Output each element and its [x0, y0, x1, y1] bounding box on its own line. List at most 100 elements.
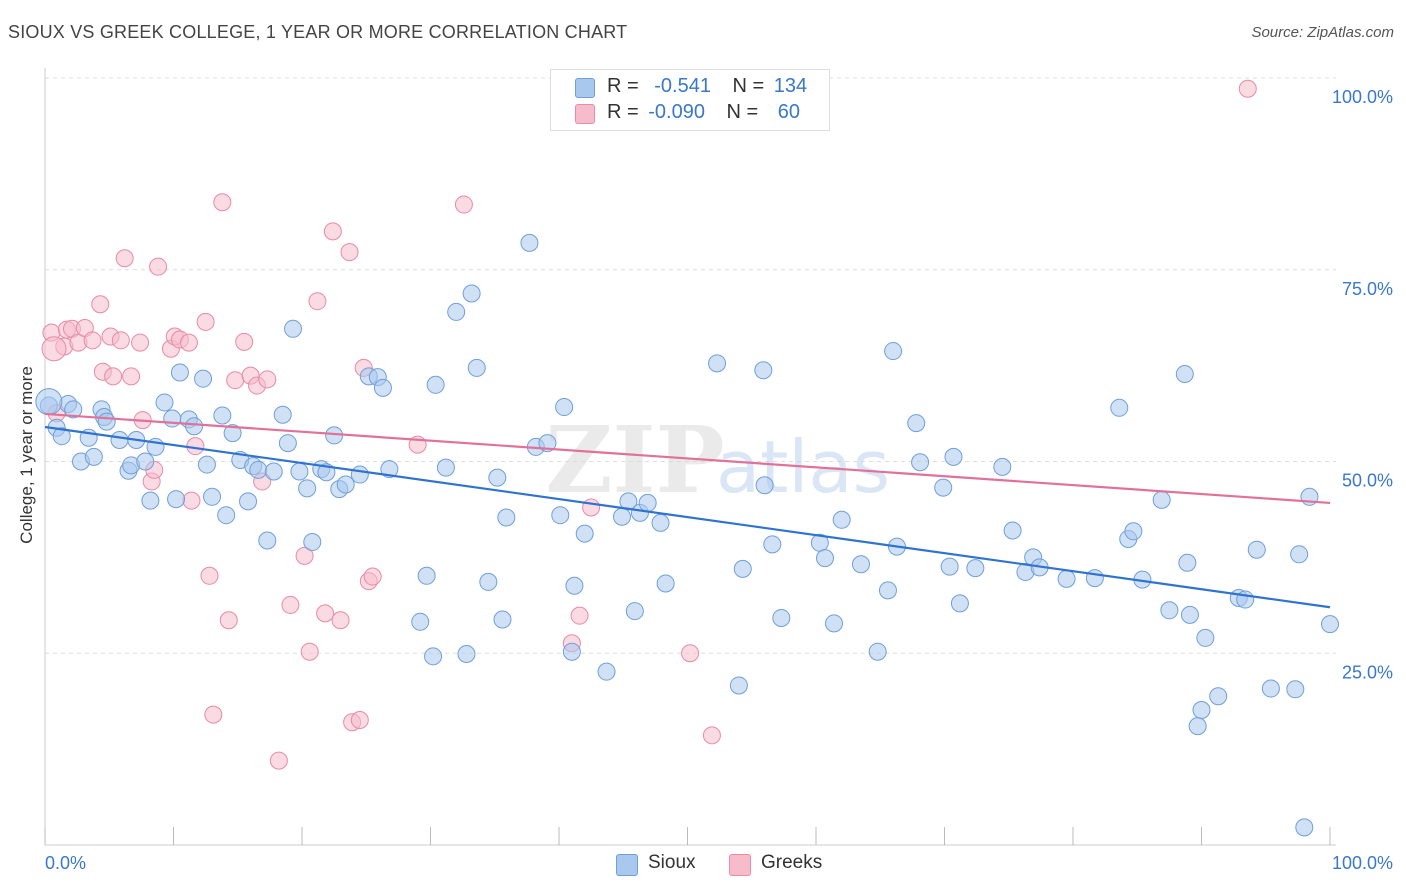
sioux-point — [625, 602, 644, 621]
sioux-point — [213, 406, 232, 425]
greeks-points — [41, 69, 1257, 770]
sioux-point — [832, 510, 851, 529]
greeks-point — [204, 705, 223, 724]
sioux-point — [1295, 818, 1314, 837]
sioux-point — [258, 531, 277, 550]
sioux-point — [436, 458, 455, 477]
sioux-point — [551, 506, 570, 525]
axes — [44, 68, 1336, 846]
greeks-point — [363, 567, 382, 586]
sioux-point — [298, 479, 317, 498]
greeks-point — [340, 243, 359, 262]
sioux-point — [426, 375, 445, 394]
sioux-point — [772, 608, 791, 627]
greeks-point — [350, 710, 369, 729]
greeks-point — [104, 367, 123, 386]
sioux-point — [273, 405, 292, 424]
sioux-point — [264, 462, 283, 481]
sioux-point — [520, 233, 539, 252]
y-tick-label: 75.0% — [1342, 279, 1393, 299]
sioux-point — [1175, 365, 1194, 384]
sioux-r-label: R = — [607, 75, 639, 97]
sioux-point — [565, 576, 584, 595]
sioux-point — [638, 493, 657, 512]
sioux-point — [97, 412, 116, 431]
sioux-point — [350, 465, 369, 484]
sioux-point — [284, 319, 303, 338]
sioux-point — [1290, 545, 1309, 564]
sioux-point — [1160, 601, 1179, 620]
sioux-n-value: 134 — [773, 75, 808, 97]
sioux-point — [249, 460, 268, 479]
sioux-point — [35, 388, 63, 416]
sioux-point — [479, 572, 498, 591]
sioux-point — [336, 475, 355, 494]
sioux-point — [950, 594, 969, 613]
greeks-point — [323, 222, 342, 241]
sioux-point — [763, 535, 782, 554]
sioux-point — [1110, 398, 1129, 417]
tick-labels: 25.0% 50.0% 75.0% 100.0% 0.0% 100.0% — [45, 87, 1393, 873]
sioux-point — [911, 453, 930, 472]
sioux-trend-line — [44, 425, 1331, 609]
sioux-point — [417, 566, 436, 585]
sioux-point — [1152, 490, 1171, 509]
greeks-point — [582, 498, 601, 517]
greeks-point — [41, 336, 67, 362]
sioux-point — [597, 662, 616, 681]
sioux-point — [197, 455, 216, 474]
sioux-point — [155, 393, 174, 412]
greeks-point — [300, 642, 319, 661]
greeks-point — [149, 257, 168, 276]
sioux-point — [488, 468, 507, 487]
greeks-r-value: -0.090 — [648, 101, 705, 123]
greeks-point — [179, 333, 198, 352]
sioux-point — [462, 284, 481, 303]
sioux-point — [1321, 615, 1339, 634]
sioux-r-value: -0.541 — [654, 75, 711, 97]
greeks-point — [235, 332, 254, 351]
sioux-point — [754, 361, 773, 380]
y-tick-label: 50.0% — [1342, 471, 1393, 491]
sioux-point — [185, 417, 204, 436]
sioux-swatch — [575, 78, 595, 98]
sioux-point — [1196, 628, 1215, 647]
sioux-legend-swatch — [616, 854, 638, 876]
sioux-point — [84, 447, 103, 466]
y-tick-label: 100.0% — [1332, 87, 1393, 107]
greeks-r-label: R = — [607, 101, 639, 123]
sioux-point — [303, 533, 322, 552]
greeks-point — [454, 195, 473, 214]
grid-lines — [45, 77, 1336, 654]
sioux-point — [1085, 569, 1104, 588]
sioux-point — [239, 492, 258, 511]
greeks-point — [331, 611, 350, 630]
greeks-point — [681, 644, 700, 663]
greeks-point — [83, 331, 102, 350]
sioux-point — [447, 302, 466, 321]
sioux-point — [373, 378, 392, 397]
greeks-point — [295, 546, 314, 565]
sioux-point — [290, 462, 309, 481]
sioux-point — [64, 400, 83, 419]
source-label: Source: ZipAtlas.com — [1251, 24, 1394, 41]
sioux-point — [136, 452, 155, 471]
sioux-point — [467, 358, 486, 377]
sioux-point — [575, 524, 594, 543]
sioux-point — [966, 559, 985, 578]
sioux-n-label: N = — [732, 75, 765, 97]
sioux-point — [755, 476, 774, 495]
sioux-point — [993, 457, 1012, 476]
sioux-point — [733, 559, 752, 578]
x-tick-label: 0.0% — [45, 853, 86, 873]
sioux-point — [1209, 687, 1228, 706]
greeks-legend-swatch — [729, 854, 751, 876]
sioux-point — [868, 642, 887, 661]
greeks-point — [131, 333, 150, 352]
sioux-point — [380, 460, 399, 479]
greeks-swatch — [575, 104, 595, 124]
sioux-point — [940, 557, 959, 576]
sioux-points — [35, 233, 1339, 837]
greeks-legend-label: Greeks — [761, 852, 823, 873]
